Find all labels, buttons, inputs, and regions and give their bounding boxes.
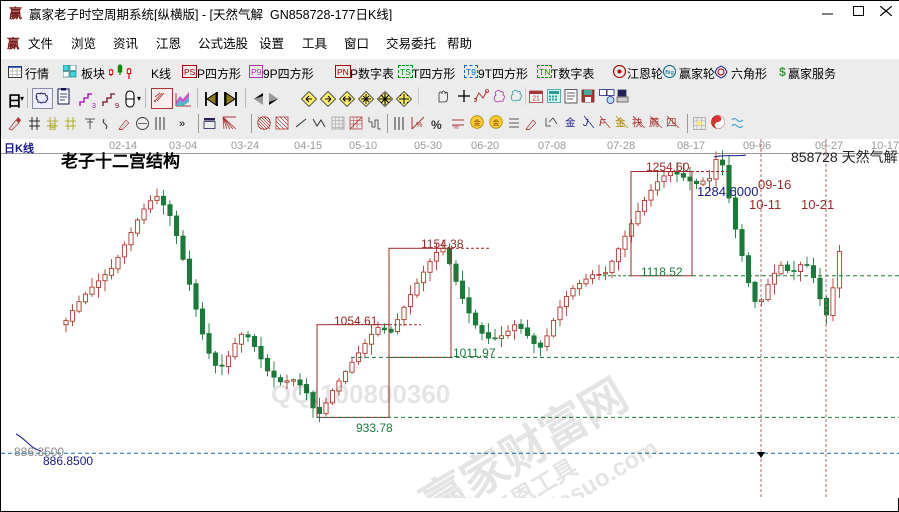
svg-text:金: 金 xyxy=(615,116,626,129)
svg-text:Big: Big xyxy=(665,70,673,76)
svg-text:3: 3 xyxy=(92,103,96,109)
svg-text:薦: 薦 xyxy=(649,116,660,129)
svg-text:%: % xyxy=(416,122,422,129)
svg-text:21: 21 xyxy=(532,96,540,103)
svg-text:袂: 袂 xyxy=(632,116,643,129)
svg-text:金: 金 xyxy=(565,116,576,129)
svg-text:金: 金 xyxy=(493,118,500,127)
svg-text:%: % xyxy=(453,124,459,130)
svg-text:9: 9 xyxy=(115,103,119,109)
svg-text:金: 金 xyxy=(474,118,481,127)
svg-text:四: 四 xyxy=(666,117,677,129)
svg-text:至: 至 xyxy=(49,123,56,130)
